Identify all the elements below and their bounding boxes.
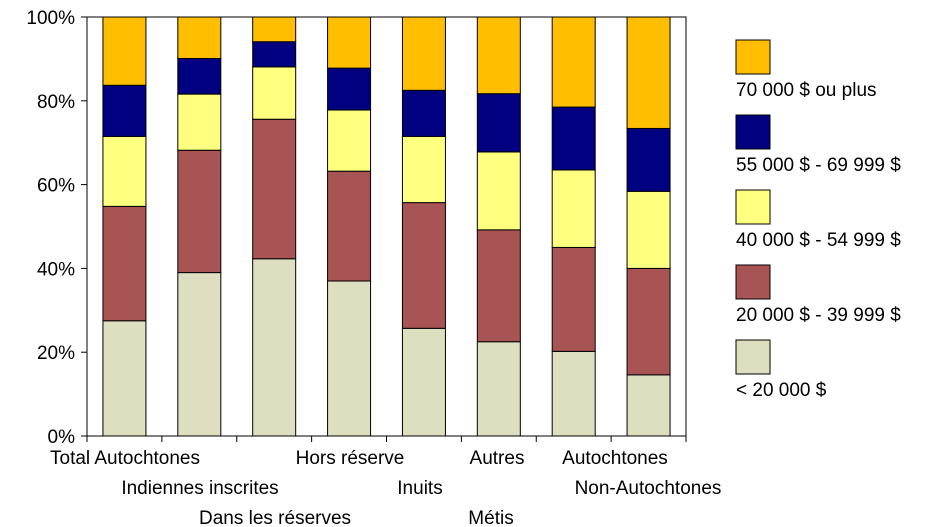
- bar-segment-dans-les-reserves-3: [252, 66, 297, 120]
- bar-segment-inuits-1: [401, 327, 446, 437]
- y-tick-label: 0%: [48, 427, 76, 448]
- axes-group: 0% 20% 40% 60% 80% 100% Total Autochtones Indie…: [26, 8, 721, 527]
- plot-frame: [86, 16, 687, 437]
- legend-swatch-20-000-39-999: [735, 264, 771, 300]
- bar-segment-dans-les-reserves-1: [252, 258, 297, 437]
- bar-segment-hors-reserve-2: [327, 170, 372, 282]
- bar-segment-dans-les-reserves-2: [252, 118, 297, 260]
- bar-segment-hors-reserve-1: [327, 280, 372, 437]
- bar-segment-total-autochtones-5: [102, 16, 147, 86]
- bar-segment-total-autochtones-2: [102, 205, 147, 322]
- legend-swatch-40-000-54-999: [735, 189, 771, 225]
- bar-segment-hors-reserve-5: [327, 16, 372, 69]
- bar-segment-indiennes-inscrites-1: [177, 272, 222, 437]
- legend-swatch-55-000-69-999: [735, 114, 771, 150]
- bar-segment-autochtones-5: [551, 16, 596, 108]
- y-tick-label: 80%: [37, 92, 75, 113]
- x-tick-label-dans-les-reserves: Dans les réserves: [199, 508, 351, 527]
- bar-segment-dans-les-reserves-4: [252, 41, 297, 68]
- x-tick-label-metis: Métis: [468, 508, 513, 527]
- legend-swatch-20-000: [735, 339, 771, 375]
- bar-segment-metis-2: [476, 229, 521, 343]
- bar-segment-indiennes-inscrites-2: [177, 149, 222, 274]
- bar-segment-inuits-2: [401, 202, 446, 329]
- bar-segment-metis-5: [476, 16, 521, 95]
- legend-swatch-70-000-ou-plus: [735, 39, 771, 75]
- bar-segment-autochtones-2: [551, 246, 596, 352]
- bar-segment-autochtones-3: [551, 169, 596, 248]
- bar-segment-metis-4: [476, 93, 521, 153]
- bars-group: [102, 16, 671, 437]
- legend-label: 55 000 $ - 69 999 $: [736, 155, 901, 176]
- bar-segment-metis-1: [476, 341, 521, 437]
- bar-segment-total-autochtones-1: [102, 320, 147, 437]
- y-tick-label: 40%: [37, 259, 75, 280]
- bar-segment-non-autochtones-3: [626, 190, 671, 269]
- bar-segment-inuits-3: [401, 135, 446, 204]
- bar-segment-hors-reserve-4: [327, 67, 372, 111]
- legend-label: < 20 000 $: [736, 380, 827, 401]
- y-tick-label: 60%: [37, 176, 75, 197]
- bar-segment-dans-les-reserves-5: [252, 16, 297, 43]
- bar-segment-indiennes-inscrites-5: [177, 16, 222, 59]
- x-tick-label-autres: Autres: [470, 448, 525, 469]
- legend-label: 40 000 $ - 54 999 $: [736, 230, 901, 251]
- bar-segment-inuits-4: [401, 89, 446, 137]
- plot-area: [86, 16, 687, 437]
- bar-segment-non-autochtones-5: [626, 16, 671, 129]
- bar-segment-total-autochtones-3: [102, 135, 147, 207]
- bar-segment-autochtones-4: [551, 106, 596, 171]
- bar-segment-indiennes-inscrites-3: [177, 93, 222, 151]
- y-tick-label: 100%: [26, 8, 75, 29]
- bar-segment-non-autochtones-1: [626, 374, 671, 437]
- bar-segment-non-autochtones-4: [626, 127, 671, 192]
- x-tick-label-total-autochtones: Total Autochtones: [50, 448, 200, 469]
- legend: 70 000 $ ou plus 55 000 $ - 69 999 $ 40 00…: [735, 39, 901, 401]
- legend-label: 70 000 $ ou plus: [736, 80, 877, 101]
- x-tick-label-hors-reserve: Hors réserve: [296, 448, 405, 469]
- bar-segment-inuits-5: [401, 16, 446, 91]
- bar-segment-metis-3: [476, 151, 521, 231]
- x-tick-label-autochtones: Autochtones: [562, 448, 668, 469]
- bar-segment-hors-reserve-3: [327, 109, 372, 172]
- y-tick-label: 20%: [37, 343, 75, 364]
- bar-segment-non-autochtones-2: [626, 267, 671, 376]
- bar-segment-indiennes-inscrites-4: [177, 57, 222, 95]
- bar-segment-autochtones-1: [551, 350, 596, 437]
- x-tick-label-non-autochtones: Non-Autochtones: [575, 478, 722, 499]
- x-tick-label-inuits: Inuits: [397, 478, 442, 499]
- legend-label: 20 000 $ - 39 999 $: [736, 305, 901, 326]
- bar-segment-total-autochtones-4: [102, 84, 147, 137]
- x-tick-label-indiennes-inscrites: Indiennes inscrites: [121, 478, 278, 499]
